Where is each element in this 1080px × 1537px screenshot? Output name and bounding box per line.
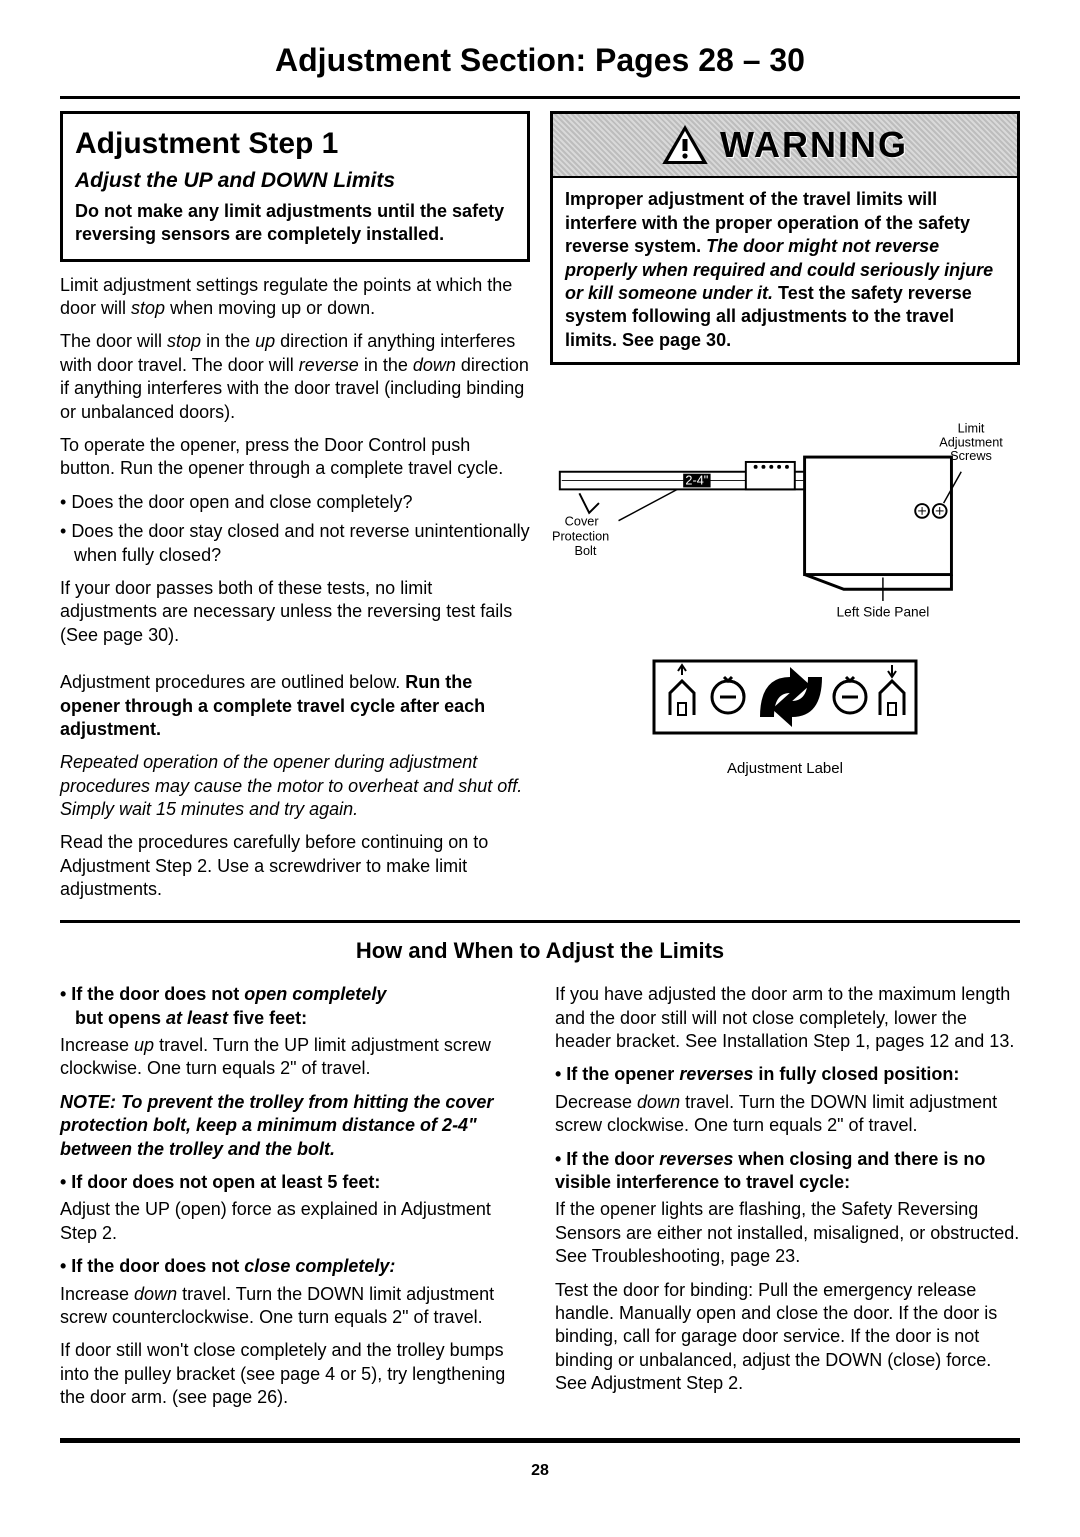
body-p4: If your door passes both of these tests,… <box>60 577 530 647</box>
cover-label: Cover <box>565 514 600 529</box>
warning-header: WARNING <box>553 114 1017 179</box>
scenario-5-body1: If the opener lights are flashing, the S… <box>555 1198 1020 1268</box>
warning-triangle-icon <box>662 125 708 165</box>
text: in fully closed position: <box>753 1064 959 1084</box>
left-column: Adjustment Step 1 Adjust the UP and DOWN… <box>60 111 530 912</box>
text: • If the opener <box>555 1064 679 1084</box>
warning-label: WARNING <box>720 122 908 169</box>
text: up <box>255 331 275 351</box>
body-p7: Read the procedures carefully before con… <box>60 831 530 901</box>
warning-box: WARNING Improper adjustment of the trave… <box>550 111 1020 366</box>
scenario-1: • If the door does not open completely b… <box>60 983 525 1030</box>
text: Increase <box>60 1035 134 1055</box>
text: • If the door <box>555 1149 659 1169</box>
note-block: NOTE: To prevent the trolley from hittin… <box>60 1091 525 1161</box>
text: Increase <box>60 1284 134 1304</box>
step-title: Adjustment Step 1 <box>75 124 515 163</box>
step-subtitle: Adjust the UP and DOWN Limits <box>75 167 515 194</box>
text: down <box>134 1284 177 1304</box>
body-p6: Repeated operation of the opener during … <box>60 751 530 821</box>
text: open completely <box>244 984 386 1004</box>
scenario-1-body: Increase up travel. Turn the UP limit ad… <box>60 1034 525 1081</box>
body-p3: To operate the opener, press the Door Co… <box>60 434 530 481</box>
right-p1: If you have adjusted the door arm to the… <box>555 983 1020 1053</box>
list-item: Does the door open and close completely? <box>60 491 530 514</box>
warning-body: Improper adjustment of the travel limits… <box>553 178 1017 362</box>
text: in the <box>359 355 413 375</box>
left-panel-label: Left Side Panel <box>836 605 929 620</box>
scenario-4: • If the opener reverses in fully closed… <box>555 1063 1020 1086</box>
diagram-area: 2-4" Cover Protection Bolt Limit Adjustm… <box>550 383 1020 778</box>
scenario-2: • If door does not open at least 5 feet: <box>60 1171 525 1194</box>
text: down <box>413 355 456 375</box>
lower-columns: • If the door does not open completely b… <box>60 983 1020 1419</box>
text: close completely: <box>244 1256 395 1276</box>
text: up <box>134 1035 154 1055</box>
text: reverse <box>299 355 359 375</box>
adjustment-label-caption: Adjustment Label <box>650 759 920 779</box>
page-title: Adjustment Section: Pages 28 – 30 <box>60 40 1020 82</box>
step-box: Adjustment Step 1 Adjust the UP and DOWN… <box>60 111 530 262</box>
scenario-4-body: Decrease down travel. Turn the DOWN limi… <box>555 1091 1020 1138</box>
list-item: Does the door stay closed and not revers… <box>60 520 530 567</box>
scenario-3: • If the door does not close completely: <box>60 1255 525 1278</box>
scenario-5-body2: Test the door for binding: Pull the emer… <box>555 1279 1020 1396</box>
text: Adjustment procedures are outlined below… <box>60 672 405 692</box>
text: in the <box>201 331 255 351</box>
text: five feet: <box>228 1008 307 1028</box>
text: • If the door does not <box>60 984 244 1004</box>
section-divider <box>60 920 1020 923</box>
svg-text:2-4": 2-4" <box>685 473 708 488</box>
scenario-3-body2: If door still won't close completely and… <box>60 1339 525 1409</box>
text: but opens <box>70 1008 166 1028</box>
text: Limit adjustment settings regulate the p… <box>60 275 512 318</box>
upper-columns: Adjustment Step 1 Adjust the UP and DOWN… <box>60 111 1020 912</box>
bolt-label: Bolt <box>574 543 596 558</box>
limit-label-3: Screws <box>950 448 992 463</box>
text: reverses <box>659 1149 733 1169</box>
scenario-2-body: Adjust the UP (open) force as explained … <box>60 1198 525 1245</box>
page-number: 28 <box>60 1461 1020 1482</box>
lower-right-column: If you have adjusted the door arm to the… <box>555 983 1020 1419</box>
bottom-rule <box>60 1438 1020 1443</box>
text: • If the door does not <box>60 1256 244 1276</box>
step-note: Do not make any limit adjustments until … <box>75 200 515 247</box>
body-p1: Limit adjustment settings regulate the p… <box>60 274 530 321</box>
scenario-3-body: Increase down travel. Turn the DOWN limi… <box>60 1283 525 1330</box>
adjustment-label-diagram: Adjustment Label <box>650 657 920 779</box>
protection-label: Protection <box>552 528 609 543</box>
adjustment-label-icon <box>650 657 920 747</box>
lower-left-column: • If the door does not open completely b… <box>60 983 525 1419</box>
body-p5: Adjustment procedures are outlined below… <box>60 671 530 741</box>
body-p2: The door will stop in the up direction i… <box>60 330 530 424</box>
text: stop <box>167 331 201 351</box>
opener-diagram: 2-4" Cover Protection Bolt Limit Adjustm… <box>550 413 1020 628</box>
lower-title: How and When to Adjust the Limits <box>60 937 1020 966</box>
right-column: WARNING Improper adjustment of the trave… <box>550 111 1020 912</box>
text: The door will <box>60 331 167 351</box>
text: at least <box>166 1008 228 1028</box>
text: down <box>637 1092 680 1112</box>
page-rule <box>60 96 1020 99</box>
text: Decrease <box>555 1092 637 1112</box>
scenario-5: • If the door reverses when closing and … <box>555 1148 1020 1195</box>
text: reverses <box>679 1064 753 1084</box>
question-list: Does the door open and close completely?… <box>60 491 530 567</box>
